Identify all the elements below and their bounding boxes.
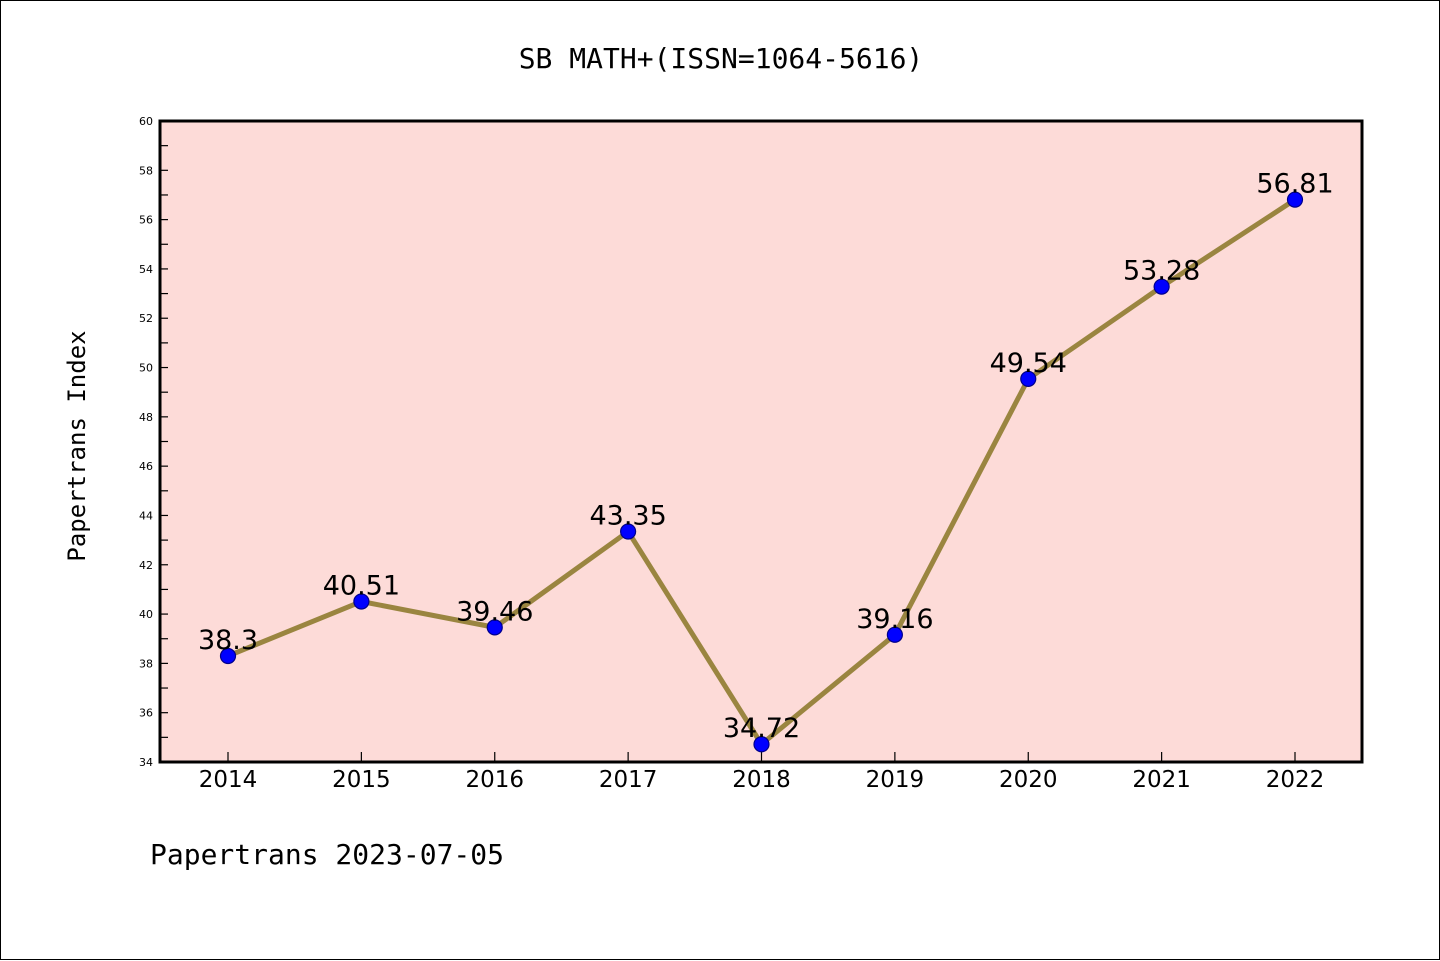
x-tick-label: 2018 bbox=[732, 767, 791, 793]
data-label: 34.72 bbox=[723, 713, 800, 744]
data-label: 40.51 bbox=[323, 571, 400, 602]
data-point bbox=[486, 619, 503, 636]
chart-title: SB MATH+(ISSN=1064-5616) bbox=[519, 42, 924, 75]
y-axis-ticks: 34 36 38 40 42 44 46 48 50 52 54 56 58 60 bbox=[139, 115, 168, 769]
x-tick-label: 2016 bbox=[465, 767, 524, 793]
plot-area bbox=[160, 121, 1362, 762]
data-label: 56.81 bbox=[1256, 169, 1333, 200]
footer-note: Papertrans 2023-07-05 bbox=[150, 838, 504, 871]
data-point bbox=[1020, 370, 1037, 387]
data-point bbox=[886, 626, 903, 643]
y-tick-label: 48 bbox=[139, 411, 153, 424]
data-point bbox=[219, 647, 237, 665]
x-tick-label: 2019 bbox=[866, 767, 925, 793]
x-tick-label: 2015 bbox=[332, 767, 391, 793]
y-tick-label: 36 bbox=[139, 707, 153, 720]
y-tick-label: 60 bbox=[139, 115, 153, 128]
data-label: 43.35 bbox=[589, 500, 666, 531]
y-tick-label: 56 bbox=[139, 214, 153, 227]
x-axis-ticks: 2014 2015 2016 2017 2018 2019 2020 2021 2022 bbox=[199, 752, 1325, 793]
y-tick-label: 54 bbox=[139, 263, 153, 276]
y-tick-label: 40 bbox=[139, 608, 153, 621]
data-label: 39.16 bbox=[856, 604, 933, 635]
y-axis-label: Papertrans Index bbox=[63, 330, 91, 561]
y-tick-label: 34 bbox=[139, 756, 153, 769]
x-tick-label: 2022 bbox=[1266, 767, 1325, 793]
data-point bbox=[353, 593, 370, 610]
data-point bbox=[753, 736, 770, 753]
data-point bbox=[1153, 278, 1170, 295]
data-labels: 38.3 40.51 39.46 43.35 34.72 39.16 49.54 53.28 5… bbox=[198, 169, 1334, 745]
y-tick-label: 42 bbox=[139, 559, 153, 572]
data-label: 39.46 bbox=[456, 596, 533, 627]
x-tick-label: 2020 bbox=[999, 767, 1058, 793]
data-label: 49.54 bbox=[990, 348, 1067, 379]
x-tick-label: 2017 bbox=[599, 767, 658, 793]
x-tick-label: 2021 bbox=[1132, 767, 1191, 793]
y-tick-label: 50 bbox=[139, 362, 153, 375]
data-label: 53.28 bbox=[1123, 256, 1200, 287]
y-tick-label: 46 bbox=[139, 460, 153, 473]
data-point bbox=[620, 523, 637, 540]
y-tick-label: 44 bbox=[139, 509, 153, 522]
data-point bbox=[1286, 191, 1304, 208]
x-tick-label: 2014 bbox=[199, 767, 258, 793]
data-points bbox=[219, 191, 1304, 753]
y-tick-label: 58 bbox=[139, 164, 153, 177]
data-label: 38.3 bbox=[198, 625, 258, 656]
y-tick-label: 52 bbox=[139, 312, 153, 325]
y-tick-label: 38 bbox=[139, 657, 153, 670]
plot-border bbox=[158, 119, 1364, 764]
